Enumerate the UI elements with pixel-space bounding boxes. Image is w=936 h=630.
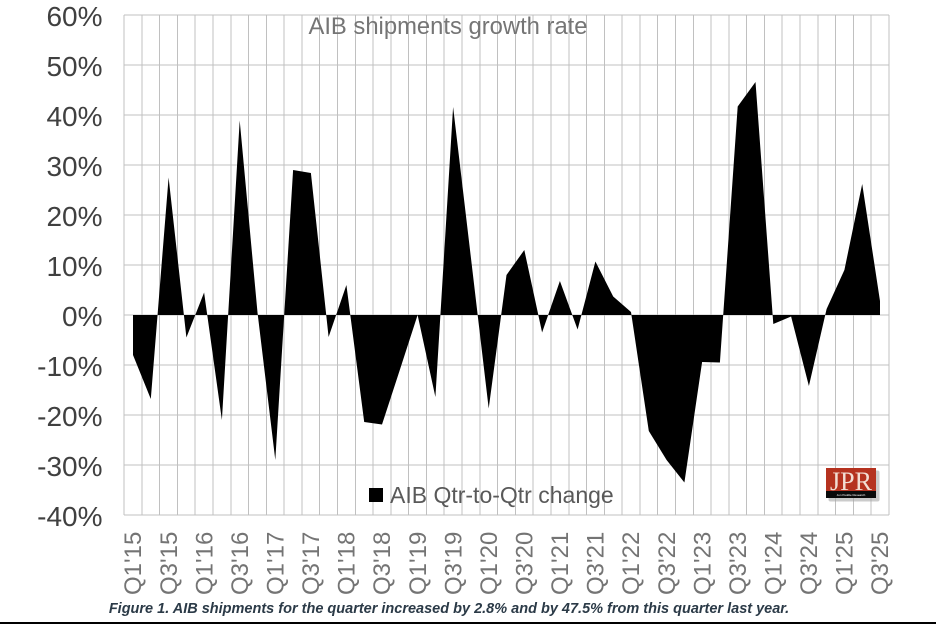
svg-text:-10%: -10%: [37, 351, 102, 382]
svg-text:Q1'18: Q1'18: [334, 532, 361, 595]
svg-text:Q1'22: Q1'22: [618, 532, 645, 595]
svg-text:30%: 30%: [46, 151, 102, 182]
svg-text:-40%: -40%: [37, 501, 102, 532]
svg-text:Q3'18: Q3'18: [369, 532, 396, 595]
svg-text:Q3'25: Q3'25: [867, 532, 894, 595]
svg-text:20%: 20%: [46, 201, 102, 232]
svg-text:50%: 50%: [46, 51, 102, 82]
svg-text:Q3'23: Q3'23: [725, 532, 752, 595]
svg-text:Q1'16: Q1'16: [191, 532, 218, 595]
svg-text:AIB shipments growth rate: AIB shipments growth rate: [308, 13, 587, 40]
svg-text:Q3'22: Q3'22: [654, 532, 681, 595]
svg-text:AIB Qtr-to-Qtr change: AIB Qtr-to-Qtr change: [390, 482, 614, 508]
svg-text:Q3'24: Q3'24: [796, 532, 823, 595]
svg-text:-20%: -20%: [37, 401, 102, 432]
svg-text:Figure 1. AIB shipments for th: Figure 1. AIB shipments for the quarter …: [109, 601, 789, 617]
svg-text:0%: 0%: [62, 301, 102, 332]
svg-text:Q1'24: Q1'24: [761, 532, 788, 595]
svg-text:Q1'25: Q1'25: [832, 532, 859, 595]
svg-text:Q3'15: Q3'15: [156, 532, 183, 595]
svg-text:Jon Peddie Research: Jon Peddie Research: [837, 493, 866, 497]
svg-text:Q1'17: Q1'17: [263, 532, 290, 595]
svg-text:JPR: JPR: [830, 467, 873, 496]
svg-text:Q1'15: Q1'15: [120, 532, 147, 595]
svg-text:Q3'20: Q3'20: [512, 532, 539, 595]
svg-text:10%: 10%: [46, 251, 102, 282]
svg-text:Q1'23: Q1'23: [689, 532, 716, 595]
svg-text:Q3'21: Q3'21: [583, 532, 610, 595]
svg-text:Q3'19: Q3'19: [440, 532, 467, 595]
svg-text:60%: 60%: [46, 1, 102, 32]
svg-text:Q1'21: Q1'21: [547, 532, 574, 595]
svg-text:Q1'19: Q1'19: [405, 532, 432, 595]
svg-text:Q3'16: Q3'16: [227, 532, 254, 595]
svg-text:Q1'20: Q1'20: [476, 532, 503, 595]
svg-text:-30%: -30%: [37, 451, 102, 482]
svg-text:40%: 40%: [46, 101, 102, 132]
svg-text:Q3'17: Q3'17: [298, 532, 325, 595]
